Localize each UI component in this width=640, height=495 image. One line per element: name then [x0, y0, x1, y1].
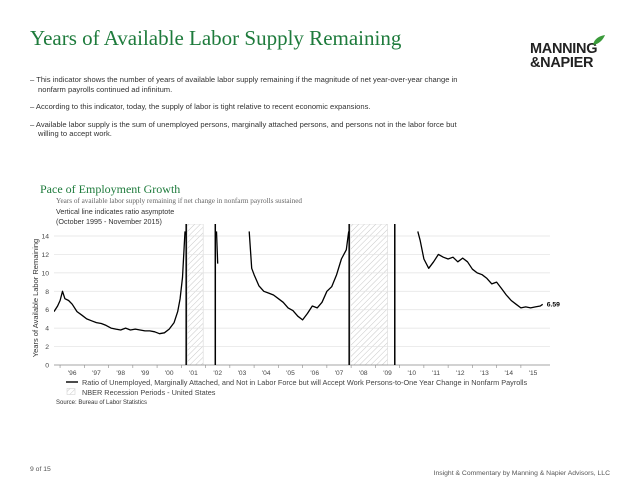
y-tick-label: 0 [45, 363, 49, 370]
last-value-label: 6.59 [547, 301, 560, 308]
chart-note: Vertical line indicates ratio asymptote … [56, 207, 174, 226]
x-tick-label: '10 [407, 370, 416, 377]
x-tick-label: '96 [68, 370, 77, 377]
bullet-list: – This indicator shows the number of yea… [30, 75, 470, 147]
y-tick-label: 14 [41, 234, 49, 241]
legend: Ratio of Unemployed, Marginally Attached… [66, 378, 528, 397]
x-tick-label: '01 [189, 370, 198, 377]
x-tick-label: '04 [262, 370, 271, 377]
chart-note-line: (October 1995 - November 2015) [56, 216, 162, 226]
leaf-icon [593, 35, 605, 45]
x-tick-label: '14 [504, 370, 513, 377]
x-tick-label: '97 [92, 370, 101, 377]
x-tick-label: '06 [310, 370, 319, 377]
x-tick-label: '00 [165, 370, 174, 377]
x-tick-label: '02 [213, 370, 222, 377]
bullet-item: – This indicator shows the number of yea… [30, 75, 458, 94]
x-tick-label: '11 [432, 370, 440, 377]
logo-line1: MANNING [530, 41, 598, 57]
page-title: Years of Available Labor Supply Remainin… [30, 26, 402, 50]
x-tick-label: '12 [456, 370, 465, 377]
chart-note-line: Vertical line indicates ratio asymptote [56, 207, 175, 216]
chart-title: Pace of Employment Growth [40, 182, 181, 196]
x-tick-label: '13 [480, 370, 489, 377]
legend-series-label: Ratio of Unemployed, Marginally Attached… [82, 378, 528, 387]
x-tick-label: '07 [335, 370, 344, 377]
source-note: Source: Bureau of Labor Statistics [56, 400, 147, 406]
legend-recession-swatch [66, 388, 76, 395]
series-line [215, 231, 219, 264]
page-number: 9 of 15 [30, 466, 51, 473]
x-tick-label: '09 [383, 370, 392, 377]
series-line [248, 231, 350, 321]
y-tick-label: 2 [45, 344, 49, 351]
series-line [54, 231, 186, 335]
recession-band [187, 224, 204, 366]
x-tick-label: '05 [286, 370, 295, 377]
y-tick-label: 10 [41, 270, 49, 277]
y-tick-label: 6 [45, 307, 49, 314]
x-tick-label: '98 [116, 370, 125, 377]
logo-line2: &NAPIER [530, 55, 594, 71]
legend-recession-label: NBER Recession Periods - United States [82, 388, 216, 397]
y-tick-label: 8 [45, 289, 49, 296]
y-tick-label: 4 [45, 326, 49, 333]
y-tick-label: 12 [41, 252, 49, 259]
bullet-item: – According to this indicator, today, th… [30, 102, 371, 112]
chart-subtitle: Years of available labor supply remainin… [56, 197, 302, 205]
footer-text: Insight & Commentary by Manning & Napier… [433, 470, 610, 477]
x-tick-label: '99 [141, 370, 150, 377]
y-axis-label: Years of Available Labor Remaining [31, 239, 40, 357]
x-tick-label: '15 [529, 370, 538, 377]
series-line [417, 231, 544, 309]
x-tick-label: '08 [359, 370, 368, 377]
bullet-item: – Available labor supply is the sum of u… [30, 119, 457, 139]
x-tick-label: '03 [238, 370, 247, 377]
recession-band [350, 224, 388, 366]
company-logo: MANNING &NAPIER [530, 35, 610, 71]
